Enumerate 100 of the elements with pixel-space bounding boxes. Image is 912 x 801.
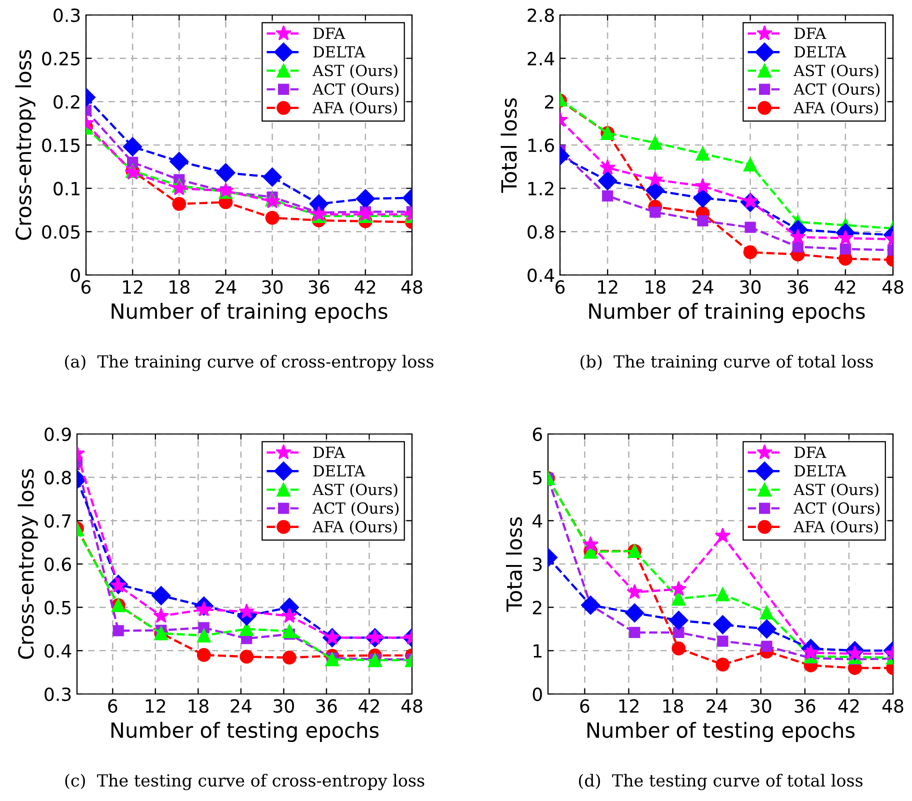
legend-label: DFA — [794, 28, 826, 39]
point — [669, 610, 688, 630]
point — [153, 608, 170, 623]
x-tick-label: 36 — [794, 699, 816, 713]
x-tick-label: 12 — [146, 699, 166, 713]
point — [196, 648, 211, 662]
y-tick-label: 0.4 — [528, 268, 554, 282]
x-tick-label: 24 — [692, 280, 714, 294]
legend-label: AFA (Ours) — [312, 102, 397, 116]
point — [672, 592, 686, 606]
point — [581, 596, 600, 615]
x-tick-label: 12 — [598, 280, 618, 294]
point — [281, 608, 298, 623]
point — [670, 580, 687, 596]
point — [713, 615, 732, 634]
point — [325, 652, 340, 666]
point — [672, 642, 686, 656]
point — [282, 624, 296, 638]
point — [216, 163, 236, 182]
y-tick-label: 1.6 — [528, 138, 554, 152]
x-tick-label: 24 — [216, 280, 236, 294]
point — [650, 206, 661, 218]
x-tick-label: 36 — [316, 699, 337, 713]
legend-label: AFA (Ours) — [793, 102, 878, 116]
legend-label: AST (Ours) — [793, 64, 878, 78]
x-tick-label: 6 — [580, 699, 590, 713]
point — [717, 636, 728, 647]
y-axis-title: Total loss — [500, 98, 517, 193]
legend-label: DFA — [313, 446, 346, 458]
x-tick-label: 42 — [834, 280, 856, 294]
point — [744, 222, 756, 233]
point — [582, 536, 599, 552]
point — [714, 528, 731, 543]
legend-label: AST (Ours) — [793, 483, 878, 498]
text: (a) The training curve of cross-entropy loss — [65, 354, 434, 372]
point — [629, 626, 640, 638]
point — [196, 628, 211, 642]
point — [647, 171, 664, 187]
point — [240, 622, 254, 636]
y-tick-label: 0.2 — [54, 95, 80, 109]
x-tick-label: 48 — [882, 280, 904, 294]
point — [112, 625, 124, 636]
x-tick-label: 18 — [646, 280, 666, 294]
x-axis-title: Number of testing epochs — [587, 722, 855, 742]
x-tick-label: 36 — [308, 280, 330, 294]
y-axis-title: Total loss — [506, 517, 522, 612]
point — [743, 158, 758, 172]
x-tick-label: 48 — [401, 699, 422, 713]
point — [626, 584, 643, 600]
point — [716, 587, 730, 602]
x-tick-label: 18 — [170, 280, 190, 294]
x-tick-label: 30 — [262, 280, 283, 294]
point — [265, 210, 280, 225]
legend-label: ACT (Ours) — [793, 502, 880, 516]
x-tick-label: 6 — [108, 699, 118, 713]
text: (d) The testing curve of total loss — [578, 774, 862, 790]
x-tick-label: 18 — [663, 699, 684, 713]
legend-label: DELTA — [794, 465, 846, 476]
x-tick-label: 30 — [274, 699, 294, 713]
legend-label: AST (Ours) — [312, 483, 398, 498]
x-tick-label: 24 — [230, 699, 252, 713]
y-tick-label: 0.8 — [44, 470, 71, 484]
y-tick-label: 1 — [534, 644, 542, 658]
point — [600, 159, 616, 175]
x-axis-title: Number of training epochs — [112, 302, 388, 324]
y-tick-label: 0.4 — [44, 644, 72, 658]
legend-label: AST (Ours) — [312, 64, 398, 78]
point — [693, 188, 712, 208]
x-tick-label: 18 — [188, 699, 208, 713]
legend-label: DELTA — [313, 46, 366, 58]
point — [240, 650, 254, 664]
x-tick-label: 42 — [354, 280, 376, 294]
y-tick-label: 0.25 — [42, 52, 80, 66]
x-tick-label: 48 — [882, 699, 904, 713]
x-tick-label: 30 — [750, 699, 772, 713]
point — [368, 653, 382, 668]
point — [170, 152, 189, 171]
point — [152, 586, 171, 606]
legend-label: ACT (Ours) — [793, 83, 880, 98]
legend-label: ACT (Ours) — [312, 502, 399, 516]
y-tick-label: 5 — [533, 471, 542, 484]
legend-label: DELTA — [313, 465, 366, 476]
y-tick-label: 0.3 — [54, 8, 80, 22]
legend-label: AFA (Ours) — [793, 520, 878, 535]
point — [648, 136, 662, 150]
y-tick-label: 0.15 — [42, 138, 80, 152]
y-tick-label: 0.9 — [44, 427, 71, 442]
x-tick-label: 6 — [556, 280, 565, 294]
legend-label: DELTA — [794, 46, 846, 58]
point — [602, 190, 614, 202]
y-tick-label: 1.2 — [528, 182, 554, 196]
legend-label: DFA — [794, 446, 826, 458]
x-tick-label: 36 — [788, 280, 808, 294]
point — [840, 243, 851, 255]
x-axis-title: Number of testing epochs — [111, 722, 379, 742]
y-tick-label: 0.6 — [44, 557, 72, 572]
legend-label: AFA (Ours) — [312, 520, 397, 535]
x-tick-label: 48 — [401, 280, 422, 294]
point — [694, 178, 711, 194]
point — [743, 245, 758, 260]
